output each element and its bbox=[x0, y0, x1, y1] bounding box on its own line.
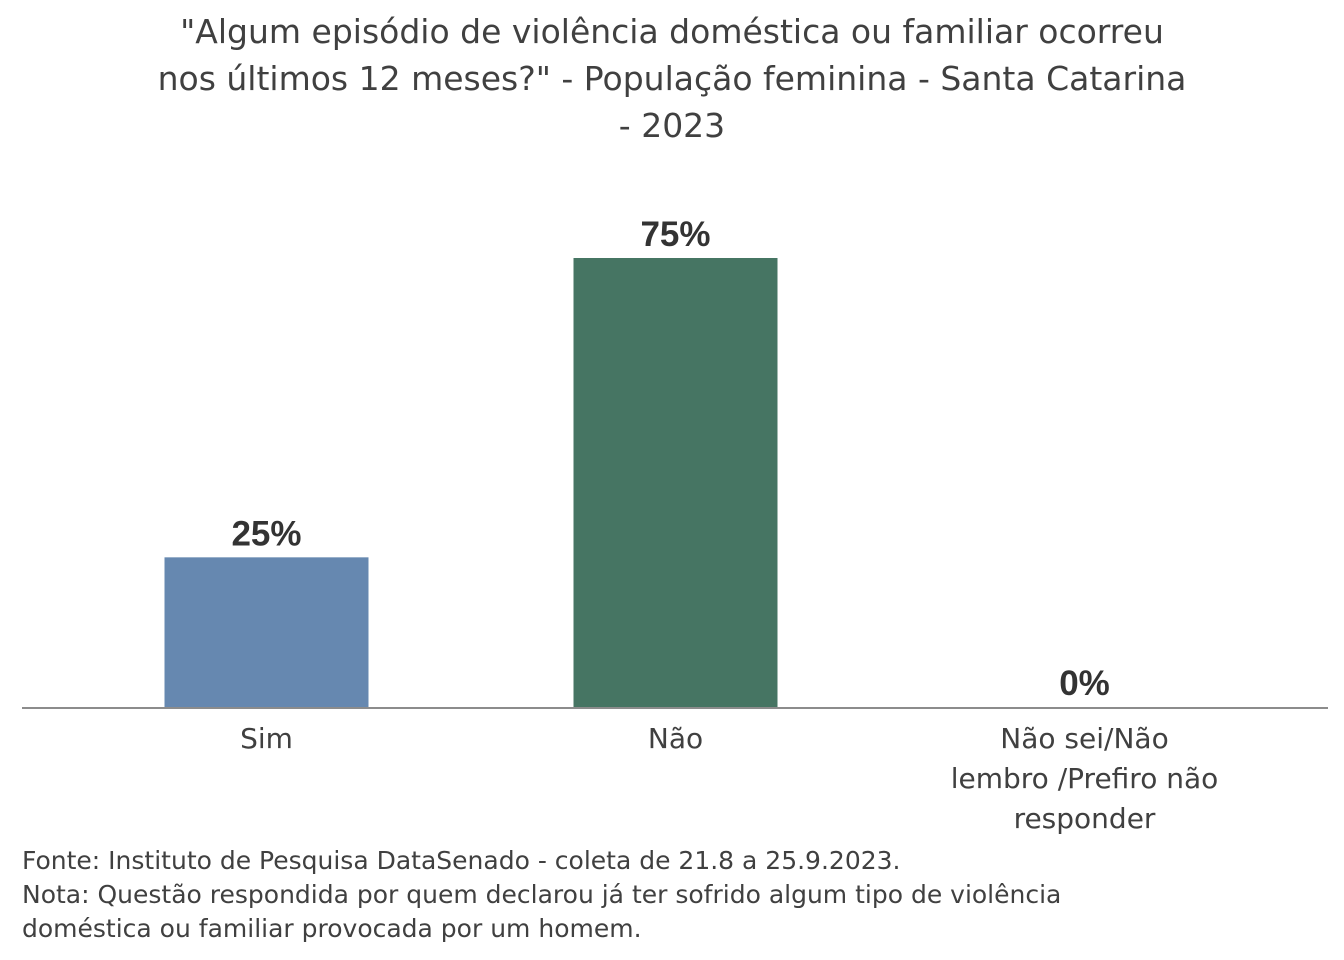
category-label-2-line-0: Não sei/Não bbox=[1000, 722, 1168, 755]
category-label-0-line-0: Sim bbox=[240, 722, 293, 755]
data-label-0: 25% bbox=[231, 514, 301, 553]
category-label-0: Sim bbox=[240, 722, 293, 755]
chart-notes: Fonte: Instituto de Pesquisa DataSenado … bbox=[22, 844, 1322, 946]
chart-title-line-2: nos últimos 12 meses?" - População femin… bbox=[157, 59, 1187, 98]
category-label-2-line-2: responder bbox=[1014, 802, 1156, 835]
note-line-2: doméstica ou familiar provocada por um h… bbox=[22, 914, 642, 943]
chart-title: "Algum episódio de violência doméstica o… bbox=[0, 8, 1344, 149]
bar-0 bbox=[164, 557, 369, 707]
bar-1 bbox=[573, 258, 778, 707]
chart-title-line-1: "Algum episódio de violência doméstica o… bbox=[180, 12, 1164, 51]
category-label-1-line-0: Não bbox=[648, 722, 703, 755]
category-label-2-line-1: lembro /Prefiro não bbox=[951, 762, 1219, 795]
data-label-1: 75% bbox=[640, 215, 710, 254]
data-label-2: 0% bbox=[1059, 664, 1110, 703]
category-label-1: Não bbox=[648, 722, 703, 755]
category-label-2: Não sei/Não lembro /Prefiro não responder bbox=[951, 722, 1219, 835]
note-line-1: Nota: Questão respondida por quem declar… bbox=[22, 880, 1062, 909]
chart-title-line-3: - 2023 bbox=[618, 106, 726, 145]
source-note: Fonte: Instituto de Pesquisa DataSenado … bbox=[22, 846, 901, 875]
